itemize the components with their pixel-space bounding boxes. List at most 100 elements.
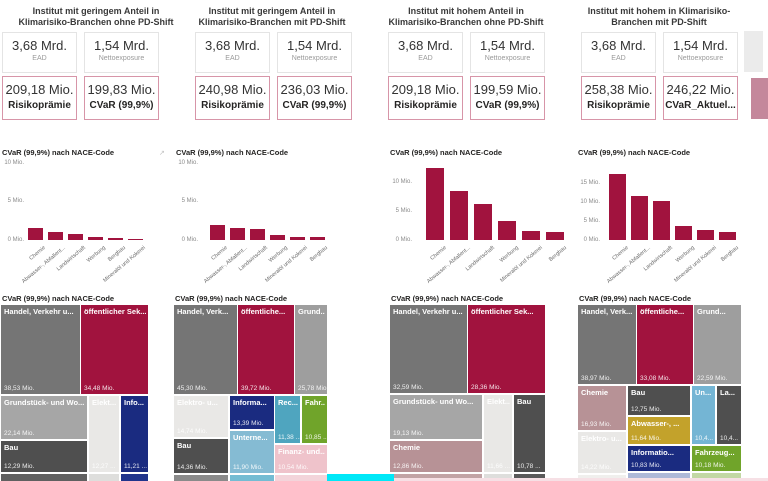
treemap-cell-handel-verkehr-u-[interactable]: Handel, Verkehr u... 38,53 Mio. <box>1 305 80 394</box>
cutoff-card-rose-sliver <box>751 78 768 119</box>
bar-abwasser-abfallent-[interactable] <box>48 231 63 240</box>
treemap-cell-value: 13,39 Mio. <box>233 420 264 427</box>
kpi-value: 236,03 Mio. <box>280 82 349 97</box>
bar-werbung[interactable] <box>88 236 103 240</box>
bar-bergbau[interactable] <box>108 238 123 240</box>
treemap-cell-bau[interactable]: Bau 14,36 Mio. <box>174 439 228 473</box>
treemap-cell-öffentlicher-sek-[interactable]: öffentlicher Sek... 34,48 Mio. <box>81 305 148 394</box>
bar-chart: CVaR (99,9%) nach NACE-Code 0 Mio. 5 Mio. 1… <box>390 148 568 293</box>
treemap-cell-öffentliche-[interactable]: öffentliche... 39,72 Mio. <box>238 305 294 394</box>
treemap-cell-value: 33,08 Mio. <box>640 375 671 382</box>
treemap-cell-bau[interactable]: Bau 12,75 Mio. <box>628 386 690 415</box>
treemap-cell-handel-verkehr-u-[interactable]: Handel, Verkehr u... 32,59 Mio. <box>390 305 467 393</box>
bar-werbung[interactable] <box>270 235 285 240</box>
treemap-cell-bau[interactable]: Bau 12,29 Mio. <box>1 441 87 472</box>
bar-landwirtschaft[interactable] <box>68 233 83 240</box>
treemap-cell-un-[interactable]: Un... 10,4... <box>692 386 715 444</box>
treemap-cell-value: 11,66 ... <box>487 463 511 470</box>
treemap-title: CVaR (99,9%) nach NACE-Code <box>175 294 288 303</box>
treemap-cell-label: La... <box>720 388 736 397</box>
bar-landwirtschaft[interactable] <box>474 204 492 240</box>
treemap-cell-informa-[interactable]: Informa... 13,39 Mio. <box>230 396 274 429</box>
treemap-cell-value: 16,93 Mio. <box>581 421 612 428</box>
bar-chart-title: CVaR (99,9%) nach NACE-Code <box>390 148 503 157</box>
treemap-cell-value: 38,53 Mio. <box>4 385 35 392</box>
treemap-cell-grundstück-und-wo-[interactable]: Grundstück- und Wo... 19,13 Mio. <box>390 395 482 439</box>
kpi-card-ead: 3,68 Mrd. EAD <box>2 32 77 73</box>
bar-chemie[interactable] <box>609 173 626 240</box>
bar-mineral-l-und-kokerei[interactable] <box>290 236 305 240</box>
treemap-cell-fahr-[interactable]: Fahr... 10,85 ... <box>302 396 327 443</box>
bar-bergbau[interactable] <box>546 231 564 240</box>
treemap-cell-label: Elekt... <box>487 397 510 406</box>
kpi-value: 3,68 Mrd. <box>398 38 453 53</box>
treemap-cell-cutoff <box>692 473 741 481</box>
treemap-cell-fahrzeug-[interactable]: Fahrzeug... 10,18 Mio. <box>692 446 741 471</box>
treemap-cell-elekt-[interactable]: Elekt... 12,27 ... <box>89 396 119 472</box>
treemap-cell-value: 19,13 Mio. <box>393 430 424 437</box>
y-axis-tick: 5 Mio. <box>583 217 600 224</box>
y-axis-tick: 0 Mio. <box>181 236 198 243</box>
treemap-cell-öffentlicher-sek-[interactable]: öffentlicher Sek... 28,36 Mio. <box>468 305 545 393</box>
treemap-cell-info-[interactable]: Info... 11,21 ... <box>121 396 148 472</box>
bar-abwasser-abfallent-[interactable] <box>230 228 245 240</box>
bar-chart-title: CVaR (99,9%) nach NACE-Code <box>176 148 289 157</box>
bar-mineral-l-und-kokerei[interactable] <box>697 229 714 240</box>
bar-landwirtschaft[interactable] <box>653 200 670 240</box>
treemap-cell-grund-[interactable]: Grund... 22,59 Mio. <box>694 305 741 384</box>
kpi-value: 1,54 Mrd. <box>287 38 342 53</box>
y-axis-tick: 0 Mio. <box>7 236 24 243</box>
treemap-cell-finanz-und-[interactable]: Finanz- und... 10,54 Mio. <box>275 445 327 473</box>
treemap-cell-elekt-[interactable]: Elekt... 11,66 ... <box>484 395 512 472</box>
treemap-cell-rec-[interactable]: Rec... 11,38 ... <box>275 396 300 443</box>
treemap-cell-label: Grund... <box>697 307 726 316</box>
treemap-cell-cutoff <box>121 474 148 481</box>
bar-abwasser-abfallent-[interactable] <box>631 195 648 240</box>
treemap-cell-label: Bau <box>177 441 192 450</box>
bar-werbung[interactable] <box>498 220 516 240</box>
kpi-label: Nettoexposure <box>98 55 145 62</box>
panel-title: Institut mit hohem in Klimarisiko- Branch… <box>574 6 744 28</box>
bar-mineral-l-und-kokerei[interactable] <box>128 238 143 240</box>
panel-title-line2: Klimarisiko-Branchen mit PD-Shift <box>198 17 346 27</box>
bar-bergbau[interactable] <box>310 237 325 240</box>
treemap-cell-label: Abwasser-, ... <box>631 419 680 428</box>
treemap-cell-chemie[interactable]: Chemie 12,86 Mio. <box>390 441 482 472</box>
treemap-cell-label: Elektro- u... <box>177 398 218 407</box>
y-axis-tick: 5 Mio. <box>181 198 198 204</box>
treemap-cell-bau[interactable]: Bau 10,78 ... <box>514 395 545 472</box>
treemap-cell-cutoff <box>628 473 690 481</box>
treemap-cell-handel-verk-[interactable]: Handel, Verk... 38,97 Mio. <box>578 305 636 384</box>
bar-werbung[interactable] <box>675 226 692 240</box>
treemap-cell-handel-verk-[interactable]: Handel, Verk... 45,30 Mio. <box>174 305 237 394</box>
treemap-cell-abwasser-[interactable]: Abwasser-, ... 11,64 Mio. <box>628 417 690 444</box>
treemap-cell-unterne-[interactable]: Unterne... 11,90 Mio. <box>230 431 274 473</box>
y-axis-tick: 5 Mio. <box>395 207 412 214</box>
treemap-cell-grundstück-und-wo-[interactable]: Grundstück- und Wo... 22,14 Mio. <box>1 396 87 439</box>
expand-icon[interactable]: ↗ <box>159 150 165 157</box>
kpi-value: 209,18 Mio. <box>5 82 74 97</box>
bar-chemie[interactable] <box>426 167 444 240</box>
treemap-cell-label: öffentliche... <box>640 307 685 316</box>
treemap-cell-la-[interactable]: La... 10,4... <box>717 386 741 444</box>
treemap-cell-grund-[interactable]: Grund... 25,78 Mio. <box>295 305 327 394</box>
treemap-cell-label: öffentlicher Sek... <box>471 307 534 316</box>
bar-chemie[interactable] <box>28 228 43 240</box>
bar-mineral-l-und-kokerei[interactable] <box>522 231 540 240</box>
bar-bergbau[interactable] <box>719 232 736 240</box>
treemap-cell-öffentliche-[interactable]: öffentliche... 33,08 Mio. <box>637 305 693 384</box>
y-axis-tick: 0 Mio. <box>583 236 600 243</box>
treemap-cell-chemie[interactable]: Chemie 16,93 Mio. <box>578 386 626 430</box>
treemap-cell-label: Informa... <box>233 398 267 407</box>
treemap: CVaR (99,9%) nach NACE-Code Handel, Verke… <box>390 293 545 481</box>
bar-landwirtschaft[interactable] <box>250 228 265 240</box>
treemap-cell-informatio-[interactable]: Informatio... 10,83 Mio. <box>628 446 690 471</box>
bar-abwasser-abfallent-[interactable] <box>450 191 468 240</box>
kpi-card-ead: 3,68 Mrd. EAD <box>388 32 463 73</box>
treemap-cell-cutoff <box>1 474 87 481</box>
kpi-label: EAD <box>225 55 240 62</box>
treemap-cell-label: Handel, Verk... <box>581 307 633 316</box>
bar-chemie[interactable] <box>210 225 225 240</box>
treemap-cell-elektro-u-[interactable]: Elektro- u... 14,74 Mio. <box>174 396 228 437</box>
treemap-cell-elektro-u-[interactable]: Elektro- u... 14,22 Mio. <box>578 432 626 473</box>
